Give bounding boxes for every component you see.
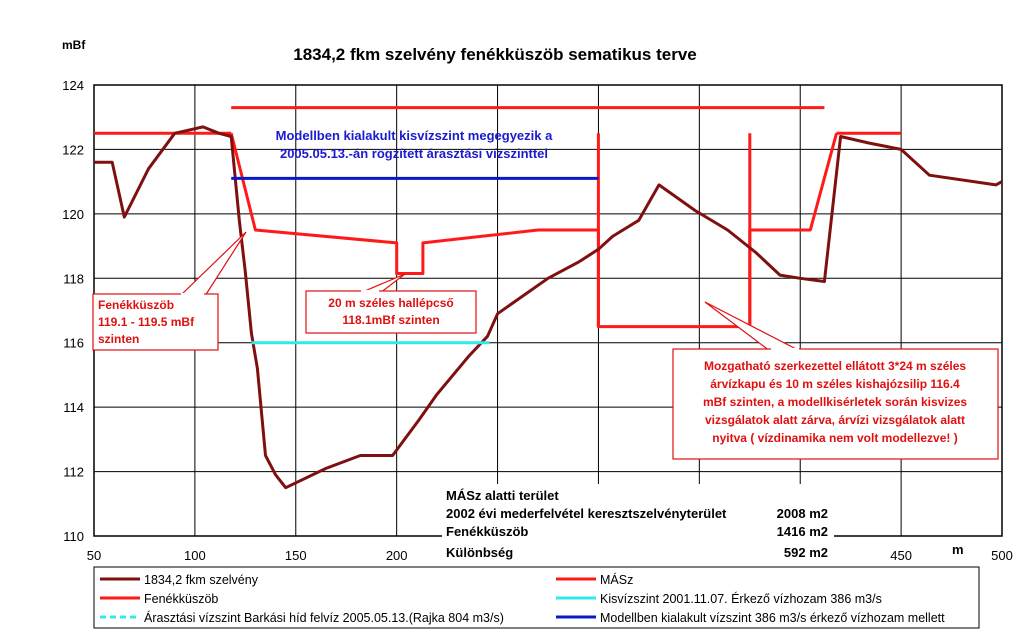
info-row-label: Fenékküszöb: [446, 524, 528, 539]
legend-label: Modellben kialakult vízszint 386 m3/s ér…: [600, 611, 945, 625]
legend-label: MÁSz: [600, 572, 633, 587]
y-tick-label: 120: [62, 207, 84, 222]
legend: 1834,2 fkm szelvény MÁSz Fenékküszöb Kisvíz…: [93, 566, 980, 629]
annotation-mozgathato: Mozgatható szerkezettel ellátott 3*24 m …: [672, 301, 999, 460]
info-row-label: Különbség: [446, 545, 513, 560]
series-layer: [94, 106, 1003, 490]
info-table-heading: MÁSz alatti terület: [446, 488, 559, 503]
y-tick-label: 122: [62, 142, 84, 157]
legend-label: Árasztási vízszint Barkási híd felvíz 20…: [144, 610, 504, 625]
callout-box-hallepcso: [305, 290, 477, 334]
x-tick-label: 200: [386, 548, 408, 563]
annotation-hallep-line2: 118.1mBf szinten: [342, 313, 439, 327]
annotation-fenekkuszob: Fenékküszöb 119.1 - 119.5 mBf szinten: [92, 231, 247, 351]
annotation-hallep-line1: 20 m széles hallépcső: [328, 296, 453, 310]
y-tick-label: 114: [63, 400, 84, 415]
x-tick-label: 150: [285, 548, 307, 563]
callout-box-fenekkuszob: [92, 293, 219, 351]
annotation-fenek-line1: Fenékküszöb: [98, 298, 174, 312]
y-axis: 110 112 114 116 118 120 122 124: [62, 78, 84, 544]
legend-label: 1834,2 fkm szelvény: [144, 573, 259, 587]
info-row-value: 2008 m2: [777, 506, 828, 521]
annotation-mozg-line5: nyitva ( vízdinamika nem volt modellezve…: [712, 431, 957, 445]
annotation-fenek-line2: 119.1 - 119.5 mBf: [98, 315, 195, 329]
x-axis-label: m: [952, 542, 964, 557]
y-tick-label: 118: [63, 271, 84, 286]
y-tick-label: 110: [63, 529, 84, 544]
info-row-value: 1416 m2: [777, 524, 828, 539]
y-tick-label: 116: [63, 336, 84, 351]
annotation-fenek-line3: szinten: [98, 332, 139, 346]
annotation-mozg-line1: Mozgatható szerkezettel ellátott 3*24 m …: [704, 359, 966, 373]
y-tick-label: 112: [63, 465, 84, 480]
legend-box: [93, 566, 980, 629]
info-row-value: 592 m2: [784, 545, 828, 560]
annotation-model-level: Modellben kialakult kisvízszint megegyez…: [276, 128, 553, 161]
x-axis: 50 100 150 200 450 500: [87, 548, 1013, 563]
annotation-mozg-line3: mBf szinten, a modellkisérletek során ki…: [703, 395, 967, 409]
series-line-2: [229, 132, 838, 329]
annotation-hallepcso: 20 m széles hallépcső 118.1mBf szinten: [305, 273, 477, 334]
x-tick-label: 500: [991, 548, 1013, 563]
info-table-bg: [442, 484, 834, 562]
info-row-label: 2002 évi mederfelvétel keresztszelvényte…: [446, 506, 727, 521]
legend-label: Fenékküszöb: [144, 592, 218, 606]
annotation-model-line1: Modellben kialakult kisvízszint megegyez…: [276, 128, 553, 143]
x-tick-label: 450: [890, 548, 912, 563]
y-tick-label: 124: [62, 78, 84, 93]
x-tick-label: 50: [87, 548, 101, 563]
chart-title: 1834,2 fkm szelvény fenékküszöb sematiku…: [293, 45, 697, 64]
annotation-mozg-line4: vizsgálatok alatt zárva, árvízi vizsgála…: [705, 413, 965, 427]
y-axis-label: mBf: [62, 38, 86, 52]
info-table: MÁSz alatti terület 2002 évi mederfelvét…: [442, 484, 834, 562]
callout-box-mozgathato: [672, 348, 999, 460]
x-tick-label: 100: [184, 548, 206, 563]
annotation-model-line2: 2005.05.13.-án rögzített árasztási vízsz…: [280, 146, 548, 161]
legend-label: Kisvízszint 2001.11.07. Érkező vízhozam …: [600, 591, 882, 606]
callout-pointer-fenekkuszob: [178, 231, 247, 297]
annotation-mozg-line2: árvízkapu és 10 m széles kishajózsilip 1…: [710, 377, 960, 391]
series-line-0: [94, 125, 1003, 490]
